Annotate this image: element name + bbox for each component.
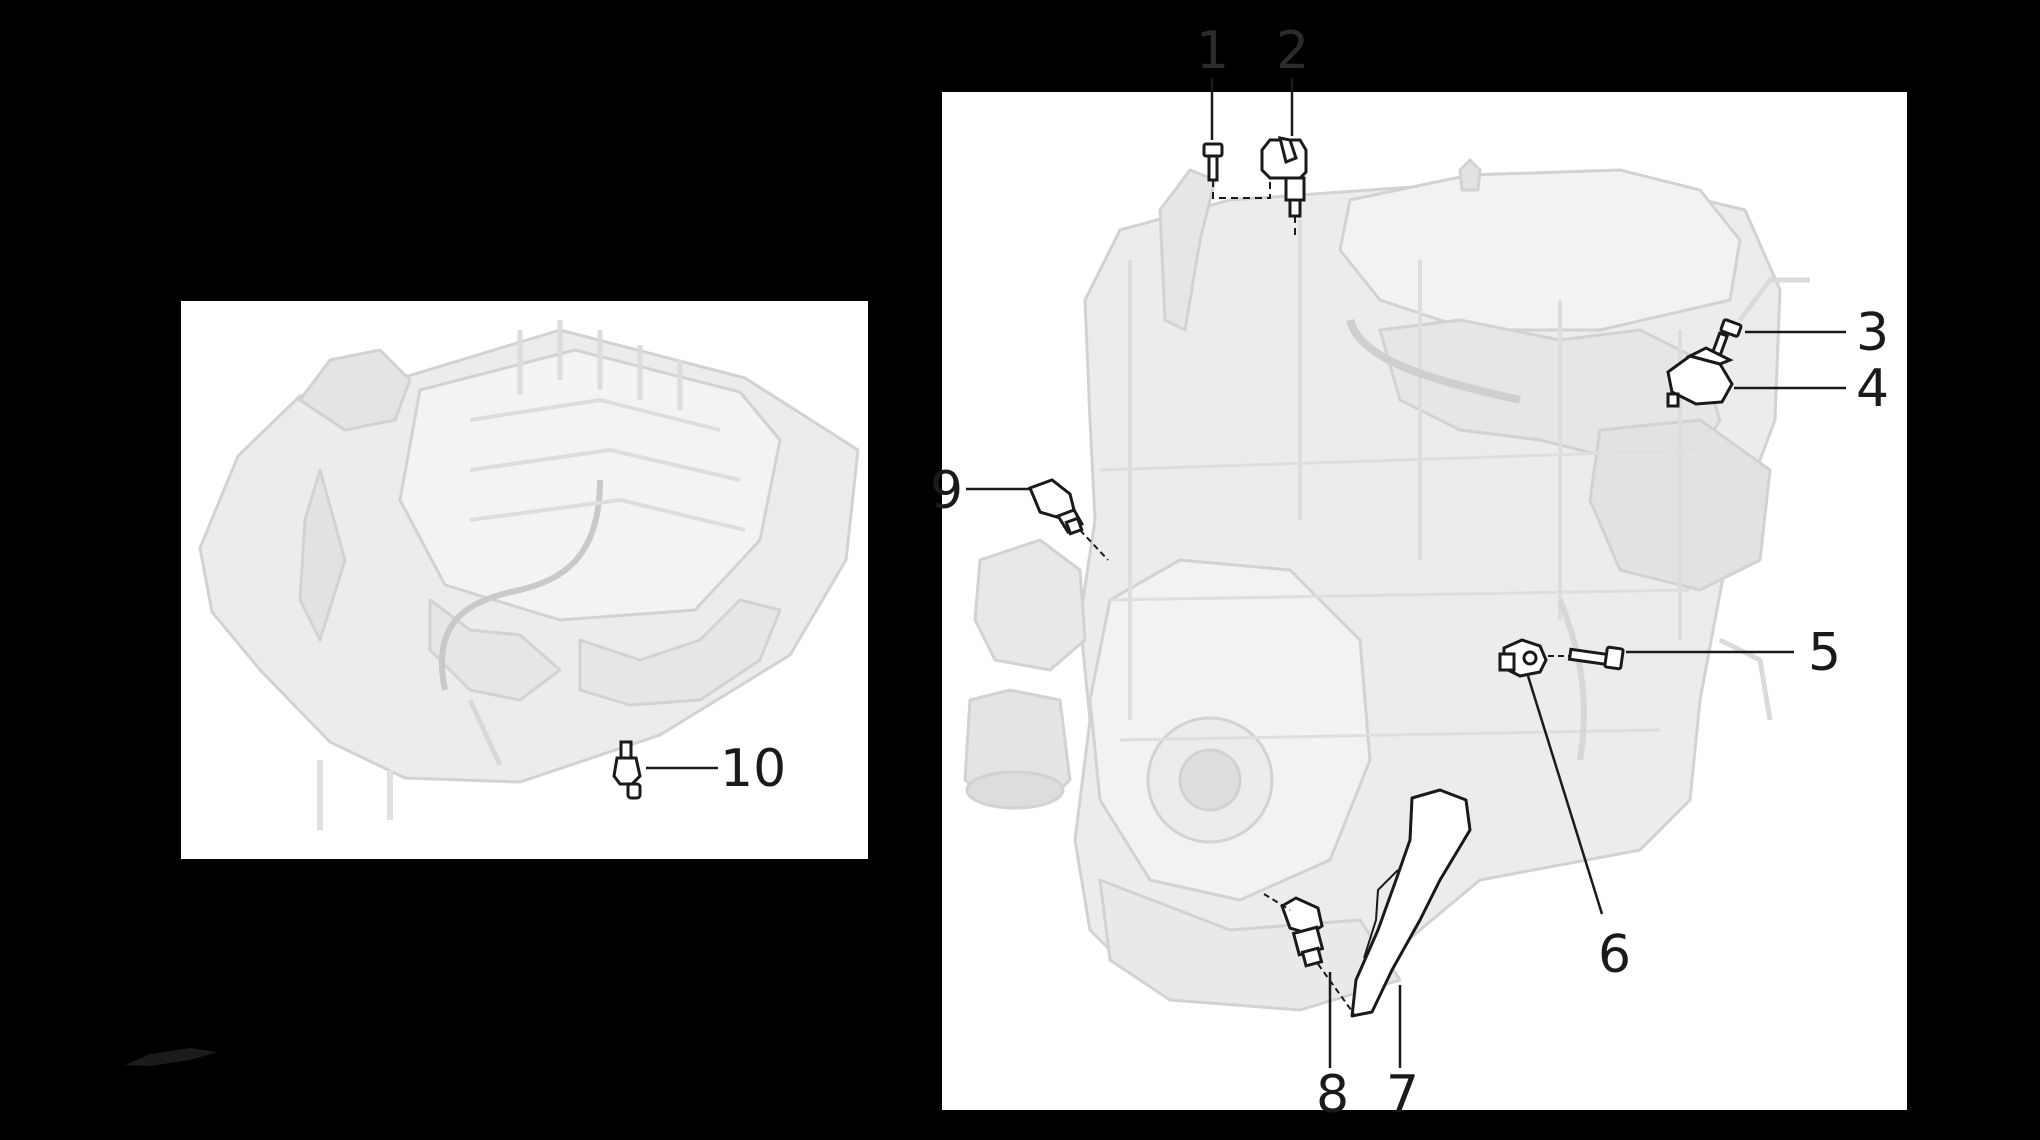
callout-5: 5	[1808, 623, 1841, 683]
bolt-icon	[1202, 142, 1224, 182]
callout-3: 3	[1856, 303, 1889, 363]
callout-9: 9	[930, 461, 963, 521]
dashed-guide	[1212, 168, 1271, 199]
callout-6: 6	[1598, 925, 1631, 985]
sensor-shield-icon	[1350, 788, 1472, 1018]
crankshaft-position-sensor-icon	[1280, 896, 1325, 968]
engine-illustration	[963, 158, 1810, 1012]
callout-4: 4	[1856, 359, 1889, 419]
dashed-guide	[1263, 893, 1291, 911]
dashed-guide	[1079, 529, 1109, 561]
cylinder-head-illustration	[198, 320, 860, 830]
knock-sensor-icon	[1498, 638, 1548, 678]
callout-8: 8	[1316, 1065, 1349, 1125]
callout-2: 2	[1276, 21, 1309, 81]
manifold-pressure-sensor-icon	[1666, 346, 1734, 408]
oil-pressure-sensor-icon	[1028, 478, 1085, 536]
camshaft-position-sensor-icon	[1260, 136, 1308, 218]
callout-1: 1	[1196, 21, 1229, 81]
leader-line	[1526, 675, 1604, 915]
oil-pressure-switch-icon	[612, 740, 642, 800]
callout-7: 7	[1386, 1065, 1419, 1125]
dashed-guide	[1317, 963, 1355, 1015]
left-view: 10	[181, 301, 868, 859]
right-view: 1 2 3 4 5	[930, 21, 1907, 1125]
artifact-mark	[125, 1048, 218, 1066]
bolt-icon	[1567, 645, 1625, 671]
callout-10: 10	[720, 739, 786, 799]
